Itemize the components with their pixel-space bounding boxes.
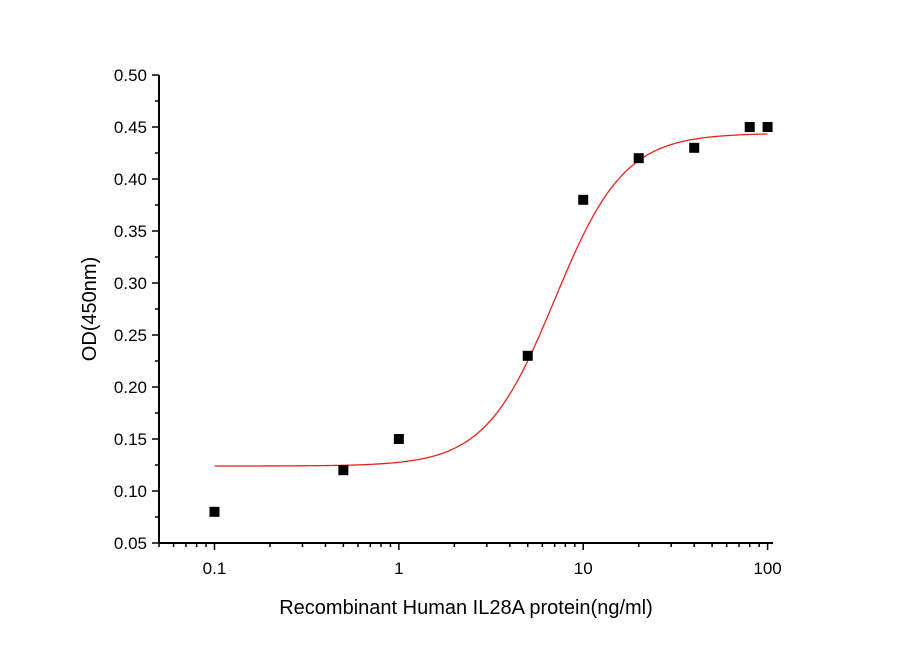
- y-tick-label: 0.15: [114, 430, 147, 449]
- x-tick-label: 1: [394, 559, 403, 578]
- x-tick-label: 100: [753, 559, 781, 578]
- data-points: [209, 122, 773, 517]
- y-tick-label: 0.35: [114, 222, 147, 241]
- fit-curve: [214, 133, 768, 467]
- data-point: [762, 122, 773, 132]
- data-point: [578, 194, 589, 205]
- x-tick-label: 0.1: [203, 559, 227, 578]
- y-tick-label: 0.30: [114, 274, 147, 293]
- y-tick-label: 0.40: [114, 170, 147, 189]
- data-point: [338, 465, 349, 476]
- y-tick-label: 0.20: [114, 378, 147, 397]
- y-tick-label: 0.05: [114, 534, 147, 553]
- y-tick-label: 0.45: [114, 118, 147, 137]
- x-tick-label: 10: [574, 559, 593, 578]
- data-point: [522, 350, 533, 361]
- y-tick-label: 0.50: [114, 66, 147, 85]
- y-axis-title: OD(450nm): [79, 257, 101, 361]
- x-axis-title: Recombinant Human IL28A protein(ng/ml): [279, 597, 653, 619]
- axes: 0.05 0.10 0.15 0.20 0.25 0.30 0.35 0.40 0.45 0.50…: [114, 66, 782, 578]
- data-point: [209, 506, 220, 517]
- y-tick-label: 0.10: [114, 482, 147, 501]
- data-point: [393, 434, 404, 444]
- y-tick-label: 0.25: [114, 326, 147, 345]
- data-point: [744, 122, 755, 132]
- data-point: [689, 142, 700, 153]
- data-point: [633, 153, 644, 164]
